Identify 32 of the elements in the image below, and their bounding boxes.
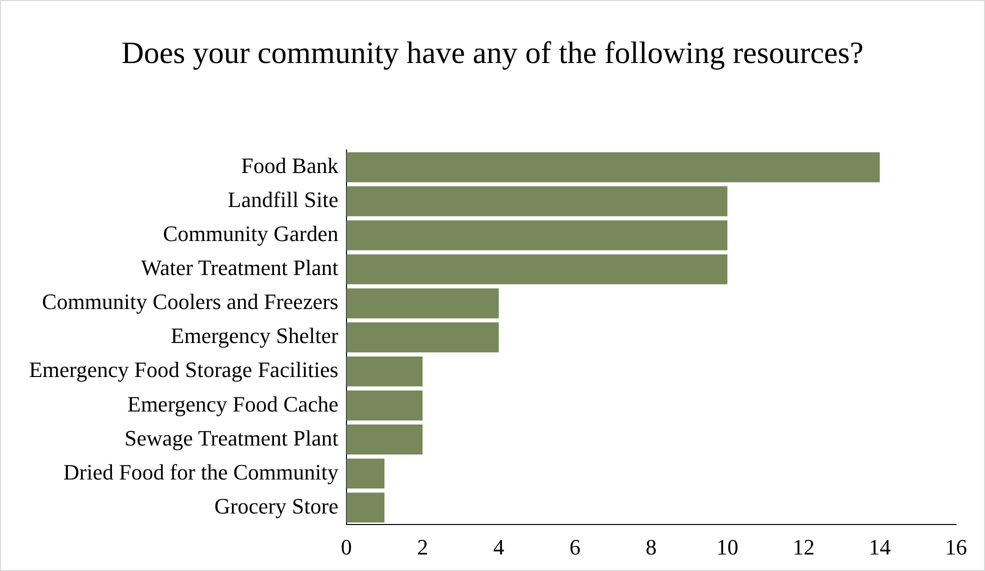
- bar: [346, 152, 880, 182]
- y-tick-label: Community Coolers and Freezers: [42, 289, 338, 314]
- x-tick-label: 4: [493, 534, 504, 560]
- y-tick-label: Emergency Food Storage Facilities: [28, 357, 338, 382]
- bar: [346, 492, 384, 523]
- x-tick-label: 14: [868, 534, 891, 560]
- bar: [346, 458, 384, 489]
- y-tick-label: Emergency Food Cache: [127, 391, 338, 416]
- y-tick-label: Dried Food for the Community: [63, 459, 338, 484]
- bar: [346, 186, 728, 216]
- x-tick-label: 10: [716, 534, 738, 560]
- y-tick-label: Emergency Shelter: [170, 323, 340, 348]
- y-tick-label: Food Bank: [241, 153, 338, 178]
- x-tick-label: 16: [945, 534, 967, 560]
- bar: [346, 220, 728, 250]
- bar: [346, 288, 499, 318]
- y-tick-label: Community Garden: [162, 221, 338, 246]
- x-tick-label: 12: [792, 534, 815, 560]
- x-tick-label: 6: [569, 534, 580, 560]
- bar: [346, 322, 499, 352]
- bar: [346, 424, 423, 454]
- bar: [346, 356, 423, 386]
- bar: [346, 254, 728, 284]
- x-tick-label: 0: [340, 534, 352, 560]
- y-tick-label: Sewage Treatment Plant: [124, 425, 338, 450]
- y-tick-label: Landfill Site: [228, 187, 338, 212]
- x-tick-label: 8: [646, 534, 657, 560]
- chart-title: Does your community have any of the following resources?: [120, 34, 865, 72]
- y-tick-label: Grocery Store: [214, 493, 338, 518]
- y-tick-label: Water Treatment Plant: [140, 255, 338, 280]
- x-tick-label: 2: [417, 534, 428, 560]
- bar: [346, 390, 423, 420]
